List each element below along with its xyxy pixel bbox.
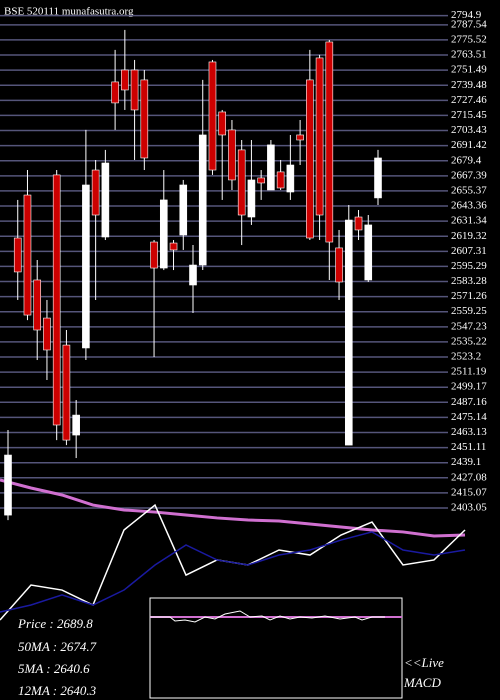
y-tick-label: 2403.05 [451, 502, 487, 514]
candle-body [111, 81, 119, 104]
candle-body [189, 264, 197, 286]
candle-body [121, 69, 129, 91]
y-tick-label: 2607.31 [451, 245, 487, 257]
candle-body [257, 177, 265, 184]
y-tick-label: 2415.07 [451, 486, 487, 498]
y-tick-label: 2547.23 [451, 320, 487, 332]
candle-body [208, 61, 217, 171]
y-tick-label: 2751.49 [451, 64, 487, 76]
y-tick-label: 2523.2 [451, 351, 481, 363]
y-tick-label: 2427.08 [451, 471, 487, 483]
macd-label: MACD [403, 675, 441, 690]
candle-body [33, 279, 42, 331]
info-50ma: 50MA : 2674.7 [18, 639, 97, 654]
candle-body [344, 219, 353, 446]
y-tick-label: 2679.4 [451, 154, 482, 166]
candle-body [267, 144, 275, 191]
y-tick-label: 2451.11 [451, 441, 486, 453]
candle-body [101, 162, 110, 238]
candle-body [140, 79, 149, 159]
candle-body [335, 247, 343, 283]
candle-body [306, 79, 314, 239]
candle-body [91, 169, 100, 216]
y-tick-label: 2583.28 [451, 275, 487, 287]
candle-body [296, 134, 304, 141]
chart-title: BSE 520111 munafasutra.org [4, 6, 134, 18]
candle-body [52, 174, 61, 426]
candle-body [130, 69, 139, 111]
candle-body [82, 184, 90, 349]
candle-body [276, 171, 285, 189]
y-tick-label: 2559.25 [451, 305, 487, 317]
y-tick-label: 2463.13 [451, 426, 487, 438]
y-tick-label: 2511.19 [451, 366, 487, 378]
y-tick-label: 2475.14 [451, 411, 487, 423]
y-tick-label: 2787.54 [451, 18, 487, 30]
candle-body [169, 242, 178, 251]
candle-body [150, 241, 158, 269]
y-tick-label: 2739.48 [451, 79, 487, 91]
candle-body [4, 454, 12, 516]
y-tick-label: 2763.51 [451, 49, 487, 61]
info-12ma: 12MA : 2640.3 [18, 683, 97, 698]
y-tick-label: 2571.26 [451, 290, 487, 302]
y-tick-label: 2619.32 [451, 230, 487, 242]
candle-body [237, 149, 246, 216]
y-tick-label: 2775.52 [451, 33, 487, 45]
y-tick-label: 2487.16 [451, 396, 487, 408]
y-tick-label: 2643.36 [451, 200, 487, 212]
candle-body [198, 134, 207, 266]
info-price: Price : 2689.8 [17, 616, 93, 631]
live-label: <<Live [404, 655, 444, 670]
y-tick-label: 2794.9 [451, 9, 482, 21]
candle-body [13, 237, 22, 273]
candle-body [374, 157, 382, 199]
candle-body [179, 184, 188, 236]
y-tick-label: 2631.34 [451, 215, 487, 227]
candle-body [364, 224, 373, 281]
y-tick-label: 2439.1 [451, 456, 481, 468]
candle-body [218, 111, 227, 136]
y-tick-label: 2667.39 [451, 169, 487, 181]
candle-body [159, 199, 168, 269]
y-tick-label: 2499.17 [451, 381, 487, 393]
y-tick-label: 2535.22 [451, 335, 487, 347]
candle-body [247, 179, 256, 218]
y-tick-label: 2715.45 [451, 109, 487, 121]
candle-body [325, 41, 334, 243]
candle-body [315, 57, 324, 216]
indicator-line [0, 531, 466, 613]
macd-box [149, 597, 403, 699]
y-tick-label: 2655.37 [451, 184, 487, 196]
y-tick-label: 2595.29 [451, 260, 487, 272]
candle-body [72, 414, 80, 436]
candle-body [23, 194, 32, 316]
candle-body [354, 216, 363, 231]
y-tick-label: 2727.46 [451, 94, 487, 106]
macd-signal [150, 610, 385, 623]
indicator-line [0, 478, 466, 538]
info-5ma: 5MA : 2640.6 [18, 661, 90, 676]
candle-body [286, 164, 295, 193]
candle-body [228, 129, 236, 181]
y-tick-label: 2703.43 [451, 124, 487, 136]
candle-body [62, 344, 71, 441]
y-tick-label: 2691.42 [451, 139, 487, 151]
candle-body [43, 317, 51, 351]
